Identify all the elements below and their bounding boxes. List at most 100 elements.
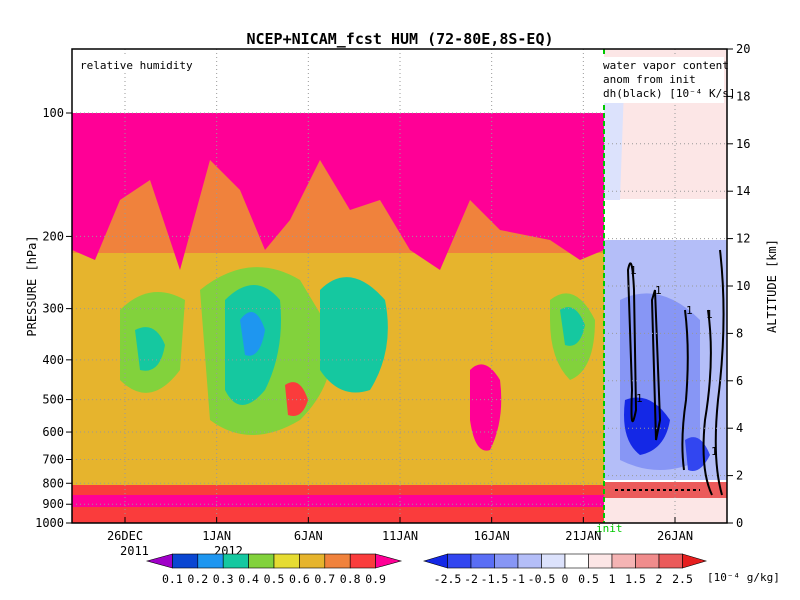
anom-colorbar: -2.5 -2 -1.5 -1 -0.5 0 0.5 1 1.5 2 2.5 bbox=[422, 553, 708, 586]
anom-surface bbox=[604, 498, 727, 523]
altitude-tick-label: 8 bbox=[736, 326, 743, 340]
pressure-tick-label: 600 bbox=[42, 425, 64, 439]
dh-contour bbox=[650, 289, 662, 441]
grid bbox=[72, 48, 727, 524]
altitude-tick-label: 18 bbox=[736, 89, 750, 103]
anom-panel-label-bg bbox=[602, 57, 724, 103]
pressure-tick-label: 200 bbox=[42, 229, 64, 243]
colorbar-label: 0.1 bbox=[162, 572, 183, 586]
ylabel-left: PRESSURE [hPa] bbox=[25, 235, 39, 336]
rh-dry-core-3 bbox=[135, 327, 165, 371]
anom-panel-label: water vapor content bbox=[603, 59, 729, 72]
colorbar-swatch bbox=[635, 553, 660, 569]
rh-dry-core-6 bbox=[320, 277, 388, 393]
time-axis: 26DEC 1JAN 6JAN 11JAN 16JAN 21JAN 26JAN bbox=[107, 517, 693, 543]
pressure-axis: 100 200 300 400 500 600 700 800 900 1000 bbox=[35, 106, 72, 530]
time-tick-label: 6JAN bbox=[294, 529, 323, 543]
colorbar-label: 1.5 bbox=[625, 572, 646, 586]
chart-title: NCEP+NICAM_fcst HUM (72-80E,8S-EQ) bbox=[246, 30, 553, 48]
time-tick-label: 16JAN bbox=[474, 529, 510, 543]
rh-dry-core-8 bbox=[560, 307, 585, 346]
colorbar-swatch bbox=[611, 553, 636, 569]
rh-moist-top bbox=[72, 113, 604, 270]
anom-panel-label: dh(black) [10⁻⁴ K/s] bbox=[603, 87, 735, 100]
colorbar-swatch bbox=[375, 553, 403, 569]
ylabel-right: ALTITUDE [km] bbox=[765, 239, 779, 333]
time-tick-label: 26DEC bbox=[107, 529, 143, 543]
altitude-tick-label: 12 bbox=[736, 232, 750, 246]
rh-colorbar: 0.1 0.2 0.3 0.4 0.5 0.6 0.7 0.8 0.9 bbox=[145, 553, 403, 586]
colorbar-label: -2 bbox=[464, 572, 478, 586]
time-tick-label: 21JAN bbox=[565, 529, 601, 543]
altitude-tick-label: 14 bbox=[736, 184, 750, 198]
dh-contour bbox=[714, 249, 725, 496]
colorbar-label: -1 bbox=[511, 572, 525, 586]
colorbar-swatch bbox=[299, 553, 326, 569]
pressure-tick-label: 1000 bbox=[35, 516, 64, 530]
pressure-tick-label: 100 bbox=[42, 106, 64, 120]
colorbar-label: 0.5 bbox=[578, 572, 599, 586]
colorbar-swatch bbox=[658, 553, 683, 569]
altitude-tick-label: 4 bbox=[736, 421, 743, 435]
pressure-tick-label: 900 bbox=[42, 497, 64, 511]
anom-colorbar-unit: [10⁻⁴ g/kg] bbox=[707, 571, 780, 584]
time-tick-label: 11JAN bbox=[382, 529, 418, 543]
dh-label: 1 bbox=[706, 308, 713, 321]
pressure-tick-label: 300 bbox=[42, 302, 64, 316]
pressure-tick-label: 800 bbox=[42, 476, 64, 490]
rh-panel-label: relative humidity bbox=[80, 59, 193, 72]
dh-contour bbox=[681, 309, 689, 471]
altitude-tick-label: 16 bbox=[736, 137, 750, 151]
altitude-tick-label: 6 bbox=[736, 374, 743, 388]
colorbar-label: 0.3 bbox=[213, 572, 234, 586]
colorbar-swatch bbox=[145, 553, 173, 569]
rh-band-surface bbox=[72, 495, 604, 507]
rh-moist-core-2 bbox=[285, 382, 308, 416]
rh-panel-label-bg bbox=[78, 57, 188, 73]
dh-contours bbox=[615, 249, 725, 496]
colorbar-label: -2.5 bbox=[434, 572, 462, 586]
colorbar-label: 1 bbox=[609, 572, 616, 586]
colorbar-label: 0.7 bbox=[314, 572, 335, 586]
colorbar-swatch bbox=[564, 553, 589, 569]
init-label: init bbox=[596, 522, 623, 535]
altitude-tick-label: 2 bbox=[736, 469, 743, 483]
colorbar-swatch bbox=[682, 553, 708, 569]
dh-label: 1 bbox=[711, 445, 718, 458]
colorbar-swatch bbox=[422, 553, 448, 569]
colorbar-label: 0 bbox=[562, 572, 569, 586]
colorbar-swatch bbox=[273, 553, 300, 569]
colorbar-label: 0.9 bbox=[365, 572, 386, 586]
colorbar-label: 2.5 bbox=[672, 572, 693, 586]
colorbar-label: 0.2 bbox=[187, 572, 208, 586]
colorbar-swatch bbox=[197, 553, 224, 569]
dh-label: 1 bbox=[630, 264, 637, 277]
colorbar-swatch bbox=[470, 553, 495, 569]
altitude-tick-label: 0 bbox=[736, 516, 743, 530]
colorbar-label: 0.6 bbox=[289, 572, 310, 586]
dh-label: 1 bbox=[686, 304, 693, 317]
colorbar-label: -0.5 bbox=[528, 572, 556, 586]
colorbar-swatch bbox=[349, 553, 376, 569]
colorbar-label: 2 bbox=[656, 572, 663, 586]
pressure-tick-label: 700 bbox=[42, 452, 64, 466]
anom-panel-label: anom from init bbox=[603, 73, 696, 86]
year-label: 2011 bbox=[120, 544, 149, 558]
colorbar-swatch bbox=[494, 553, 519, 569]
colorbar-swatch bbox=[588, 553, 613, 569]
colorbar-swatch bbox=[517, 553, 542, 569]
colorbar-swatch bbox=[541, 553, 566, 569]
colorbar-swatch bbox=[447, 553, 472, 569]
altitude-tick-label: 10 bbox=[736, 279, 750, 293]
dh-contour bbox=[702, 309, 713, 496]
colorbar-label: -1.5 bbox=[481, 572, 509, 586]
colorbar-swatch bbox=[248, 553, 275, 569]
time-tick-label: 1JAN bbox=[202, 529, 231, 543]
pressure-tick-label: 500 bbox=[42, 393, 64, 407]
altitude-tick-label: 20 bbox=[736, 42, 750, 56]
rh-moist-core-1 bbox=[470, 364, 502, 451]
colorbar-swatch bbox=[172, 553, 199, 569]
rh-dry-core-5 bbox=[240, 312, 265, 356]
dh-contour bbox=[626, 262, 638, 423]
